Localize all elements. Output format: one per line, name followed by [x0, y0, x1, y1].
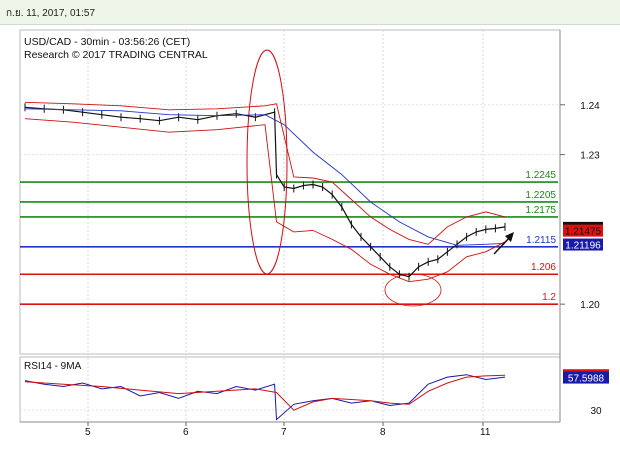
rsi-tag-bg	[563, 371, 609, 384]
y-tick-label: 1.20	[580, 300, 600, 311]
timestamp-bar: ก.ย. 11, 2017, 01:57	[0, 0, 620, 25]
y-tick-label: 1.24	[580, 101, 600, 112]
chart-subtitle: Research © 2017 TRADING CENTRAL	[24, 49, 208, 61]
level-label: 1.2	[542, 292, 556, 303]
x-tick-label: 5	[85, 427, 91, 438]
price-tag-bg	[563, 224, 603, 237]
x-tick-label: 7	[281, 427, 287, 438]
price-tag-bg	[563, 238, 603, 251]
price-tag-label: 1.21475	[565, 227, 602, 238]
axis-ticks: 5 6 7 8 11 1.24 1.23 1.20 30	[85, 101, 602, 438]
arrow-head-icon	[505, 232, 514, 242]
level-label: 1.2115	[526, 235, 556, 246]
band-upper-line	[24, 101, 506, 245]
level-label: 1.2175	[525, 205, 556, 216]
price-panel-frame	[19, 29, 561, 355]
ma-blue-line	[24, 108, 506, 246]
rsi-panel-frame	[19, 356, 561, 423]
bottom-annotation-ellipse	[384, 273, 442, 307]
spike-annotation-ellipse	[246, 49, 288, 275]
x-tick-label: 6	[183, 427, 189, 438]
chart-title: USD/CAD - 30min - 03:56:26 (CET)	[24, 36, 190, 48]
level-label: 1.2205	[525, 190, 556, 201]
x-tick-label: 8	[380, 427, 386, 438]
rsi-title: RSI14 - 9MA	[24, 361, 82, 372]
rsi-ma-line	[24, 374, 506, 411]
price-line	[24, 106, 506, 278]
support-resistance-levels: 1.2245 1.2205 1.2175 1.2115 1.206 1.2	[20, 170, 558, 305]
band-lower-line	[24, 118, 506, 283]
rsi-series-group	[24, 374, 506, 421]
timestamp-label: ก.ย. 11, 2017, 01:57	[6, 8, 96, 19]
x-tick-label: 11	[480, 427, 491, 438]
level-label: 1.2245	[525, 170, 556, 181]
rsi-tick-label: 30	[590, 406, 602, 417]
y-tick-label: 1.23	[580, 151, 600, 162]
level-label: 1.206	[531, 262, 556, 273]
gridlines	[20, 30, 560, 422]
price-series-group	[24, 101, 506, 283]
price-tag-label: 1.21196	[565, 241, 601, 252]
rsi-tag-label: 57.5988	[568, 374, 605, 385]
rsi-line	[24, 374, 506, 421]
